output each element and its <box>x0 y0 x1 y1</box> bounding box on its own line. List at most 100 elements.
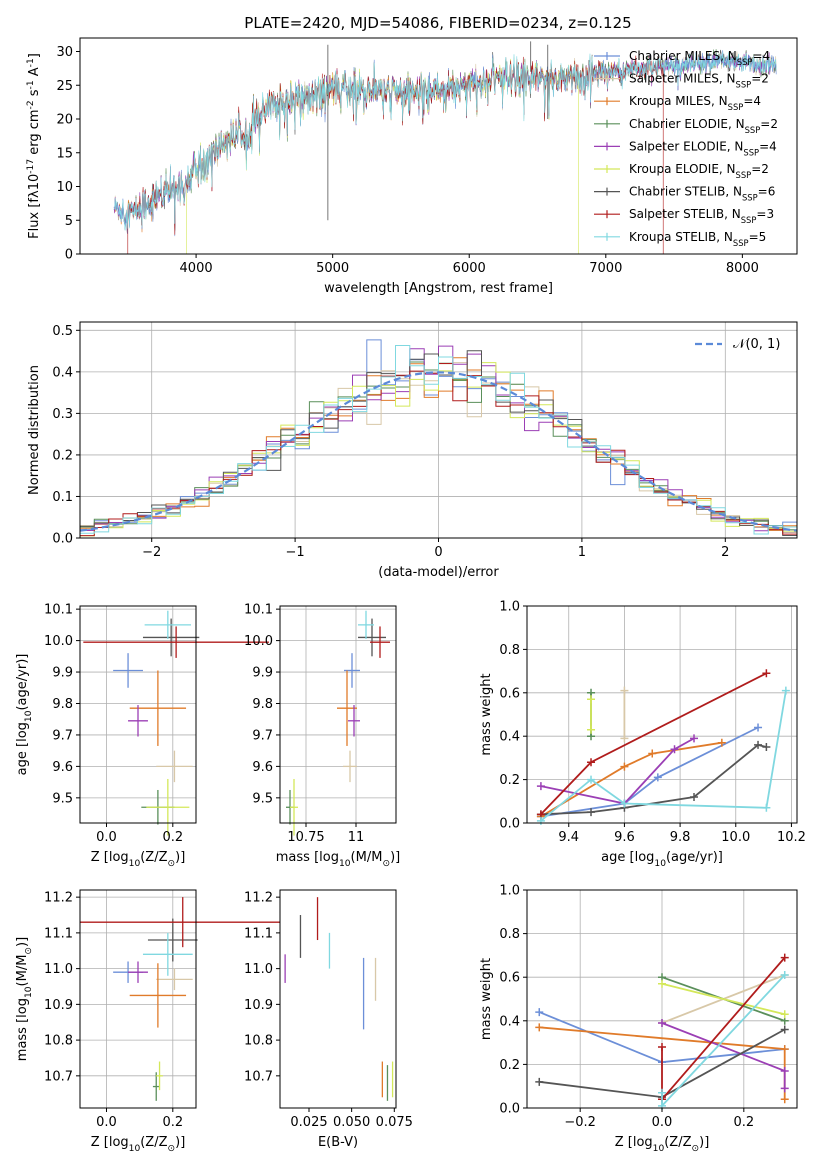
weight-marker <box>658 979 666 988</box>
weight-marker <box>780 1084 789 1093</box>
text-run: Normed distribution <box>27 365 42 495</box>
text-run: =4 <box>759 139 777 153</box>
y-tick-label: 10.9 <box>244 998 273 1013</box>
weight-marker <box>536 782 545 791</box>
data-weight_vs_Z <box>535 953 789 1110</box>
x-tick-label: 4000 <box>180 261 213 276</box>
subscript: SSP <box>743 147 759 157</box>
y-tick-label: 11.1 <box>244 926 273 941</box>
text-run: λ10 <box>27 174 42 198</box>
y-tick-label: 0.0 <box>499 817 520 832</box>
subscript: 10 <box>24 986 34 998</box>
x-tick-label: −2 <box>142 545 161 560</box>
text-run: )] <box>175 850 185 865</box>
y-tick-label: 10.7 <box>44 1069 73 1084</box>
y-tick-label: 0.5 <box>52 324 73 339</box>
x-axis-label: age [log10(age/yr)] <box>601 850 723 869</box>
subscript: 10 <box>129 1144 141 1154</box>
x-tick-label: −1 <box>286 545 305 560</box>
weight-marker <box>780 1025 789 1034</box>
text-run: Salpeter STELIB, N <box>629 207 741 221</box>
text-run: erg cm <box>27 109 42 158</box>
x-tick-label: 0 <box>434 545 442 560</box>
text-run: =2 <box>751 72 769 86</box>
text-run: =4 <box>743 94 761 108</box>
text-run: Salpeter MILES, N <box>629 72 736 86</box>
x-tick-label: 0.2 <box>162 1115 183 1130</box>
y-tick-label: 9.5 <box>252 791 273 806</box>
superscript: -1 <box>26 58 36 67</box>
y-tick-label: 10.8 <box>44 1034 73 1049</box>
weight-marker <box>780 971 789 980</box>
y-axis-label: mass weight <box>479 673 494 755</box>
frame-mass_vs_ebv: 0.025 0.050 0.075 10.7 10.8 10.9 11.0 11.1 11.2 E… <box>244 889 413 1150</box>
plot-area <box>280 606 396 823</box>
subscript: SSP <box>741 215 757 225</box>
y-tick-label: 10.9 <box>44 998 73 1013</box>
y-tick-label: 9.9 <box>252 666 273 681</box>
legend: 𝒩(0, 1) <box>695 337 780 352</box>
subscript: SSP <box>736 170 752 180</box>
x-axis-label: E(B-V) <box>318 1135 358 1150</box>
subscript: ⊙ <box>24 947 34 955</box>
text-run: Z [log <box>91 1135 129 1150</box>
subscript: SSP <box>742 193 758 203</box>
weight-marker <box>754 723 763 732</box>
weight-marker <box>620 762 629 771</box>
axes-mass_vs_Z <box>80 890 196 1108</box>
weight-marker <box>780 953 789 962</box>
axes-frame <box>526 605 798 824</box>
y-tick-label: 10 <box>56 180 73 195</box>
y-axis-label: Flux [fλ10-17 erg cm-2 s-1 A-1] <box>26 53 42 239</box>
y-tick-label: 0.8 <box>499 927 520 942</box>
y-tick-label: 0.6 <box>499 686 520 701</box>
axes-frame <box>279 605 397 824</box>
y-tick-label: 0.4 <box>52 365 73 380</box>
y-tick-label: 15 <box>56 146 73 161</box>
normal-curve <box>79 371 798 532</box>
data-age_vs_mass <box>286 610 390 836</box>
y-tick-label: 0.8 <box>499 643 520 658</box>
data-mass_vs_Z <box>80 897 286 1101</box>
weight-marker <box>620 686 629 695</box>
y-tick-label: 9.7 <box>252 728 273 743</box>
subscript: SSP <box>733 238 749 248</box>
text-run: Kroupa STELIB, N <box>629 230 733 244</box>
y-tick-label: 10.8 <box>244 1034 273 1049</box>
text-run: (data-model)/error <box>378 565 499 580</box>
text-run: mass [log <box>276 850 339 865</box>
x-tick-label: 0.050 <box>333 1115 370 1130</box>
x-axis-label: Z [log10(Z/Z⊙)] <box>91 1135 186 1154</box>
x-axis-label: Z [log10(Z/Z⊙)] <box>91 850 186 869</box>
y-tick-label: 0.4 <box>499 730 520 745</box>
y-tick-label: 11.0 <box>44 962 73 977</box>
x-tick-label: 0.2 <box>162 830 183 845</box>
weight-marker <box>762 669 771 678</box>
weight-marker <box>620 799 629 808</box>
weight-marker <box>781 686 790 695</box>
text-run: A <box>27 67 42 80</box>
text-run: mass [log <box>15 998 30 1061</box>
weight-line <box>540 737 695 805</box>
figure-title: PLATE=2420, MJD=54086, FIBERID=0234, z=0… <box>244 14 631 32</box>
y-tick-label: 0 <box>65 248 73 263</box>
x-tick-label: 0.075 <box>376 1115 413 1130</box>
y-tick-label: 0.3 <box>52 407 73 422</box>
x-tick-label: 0.0 <box>96 1115 117 1130</box>
y-tick-label: 25 <box>56 79 73 94</box>
y-tick-label: 9.9 <box>52 666 73 681</box>
axes-mass_vs_ebv <box>280 890 396 1108</box>
legend-label: Kroupa STELIB, NSSP=5 <box>629 230 766 248</box>
y-tick-label: 0.0 <box>499 1102 520 1117</box>
frame-spectrum: 4000 5000 6000 7000 8000 0 5 10 15 20 25 30 waveleng… <box>26 37 798 296</box>
axes-frame <box>79 37 798 255</box>
y-tick-label: 11.0 <box>244 962 273 977</box>
y-tick-label: 0.2 <box>499 1058 520 1073</box>
x-tick-label: −0.2 <box>564 1115 596 1130</box>
x-tick-label: 10.2 <box>777 830 806 845</box>
x-axis-label: mass [log10(M/M⊙)] <box>276 850 400 869</box>
weight-marker <box>670 745 679 754</box>
y-tick-label: 10.0 <box>44 634 73 649</box>
y-tick-label: 10.7 <box>244 1069 273 1084</box>
